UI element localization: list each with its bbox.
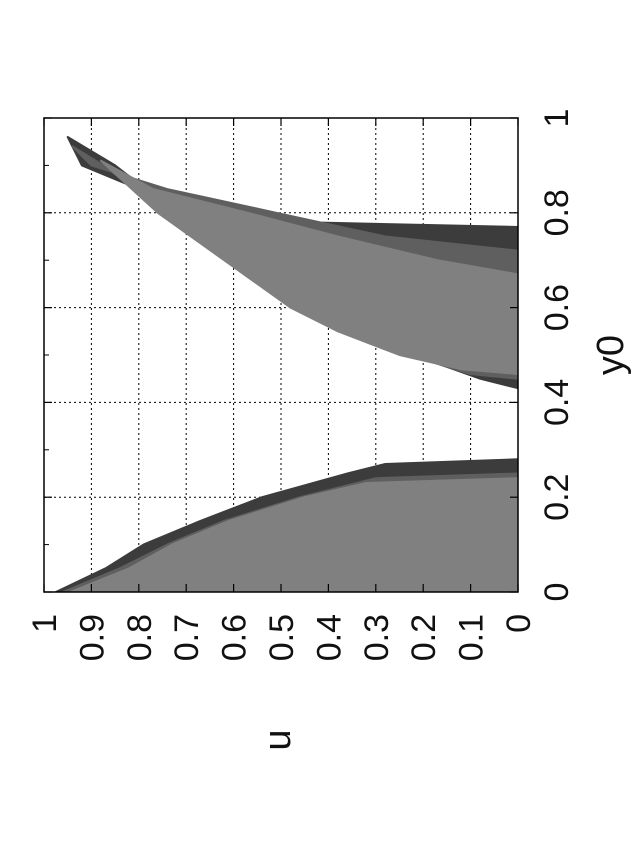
tick-marks	[43, 117, 519, 593]
tick-label-y0: 0.8	[538, 189, 576, 236]
tick-label-u: 0.8	[121, 614, 159, 661]
tick-label-u: 0.3	[358, 614, 396, 661]
tick-label-u: 0.6	[216, 614, 254, 661]
tick-label-y0: 0.4	[538, 379, 576, 426]
region-band-lower-level_light	[69, 477, 518, 592]
tick-label-u: 0.1	[453, 614, 491, 661]
tick-label-u: 0.7	[168, 614, 206, 661]
tick-label-y0: 1	[538, 109, 576, 128]
tick-label-u: 0	[500, 614, 538, 633]
filled-regions	[54, 136, 518, 592]
tick-label-u: 0.9	[73, 614, 111, 661]
region-band-upper-level_light	[99, 159, 518, 375]
tick-label-y0: 0	[538, 583, 576, 602]
tick-labels: 00.20.40.60.8100.10.20.30.40.50.60.70.80…	[26, 109, 576, 662]
y-axis-label: u	[257, 729, 299, 750]
tick-label-u: 0.5	[263, 614, 301, 661]
tick-label-y0: 0.2	[538, 474, 576, 521]
tick-label-u: 1	[26, 614, 64, 633]
tick-label-y0: 0.6	[538, 284, 576, 331]
x-axis-label: y0	[590, 335, 632, 375]
tick-label-u: 0.4	[310, 614, 348, 661]
tick-label-u: 0.2	[405, 614, 443, 661]
